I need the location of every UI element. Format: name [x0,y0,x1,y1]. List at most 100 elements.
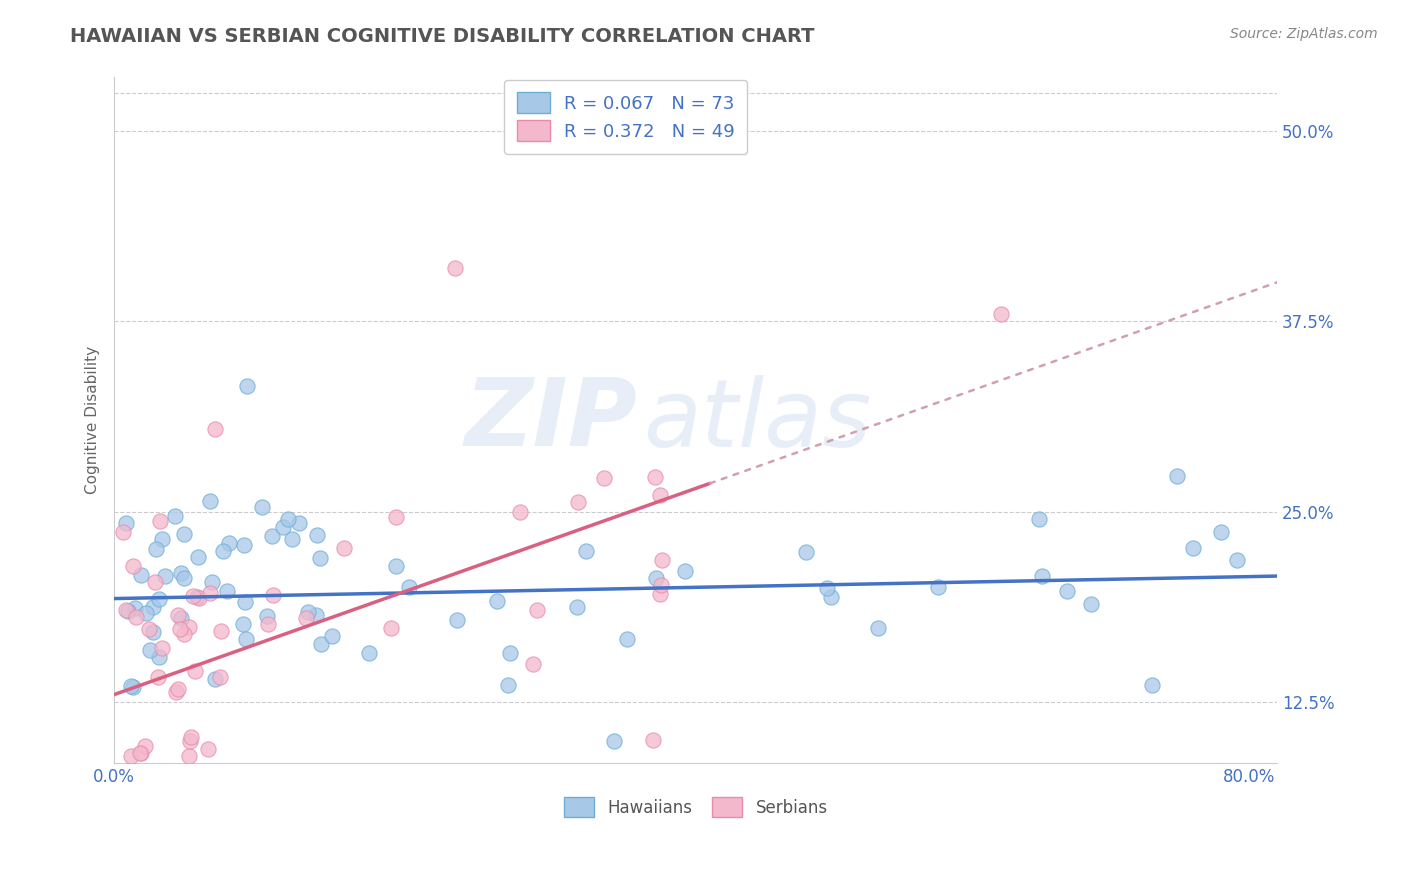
Point [644,469,666,483]
Point [142,625,165,640]
Point [177,748,200,763]
Point [180,731,202,745]
Point [232,616,254,631]
Point [446,613,468,627]
Point [120,679,142,693]
Point [218,536,240,550]
Point [927,580,949,594]
Point [257,616,280,631]
Point [297,605,319,619]
Point [820,590,842,604]
Point [177,620,200,634]
Point [170,566,193,580]
Point [644,571,666,585]
Point [443,260,465,275]
Point [567,495,589,509]
Point [166,682,188,697]
Point [1031,568,1053,582]
Point [333,541,356,556]
Point [208,670,231,684]
Point [150,532,173,546]
Point [138,622,160,636]
Point [650,488,672,502]
Point [398,580,420,594]
Text: HAWAIIAN VS SERBIAN COGNITIVE DISABILITY CORRELATION CHART: HAWAIIAN VS SERBIAN COGNITIVE DISABILITY… [70,27,815,45]
Point [565,599,588,614]
Text: atlas: atlas [644,375,872,466]
Point [183,589,205,603]
Point [163,508,186,523]
Point [250,500,273,515]
Point [117,604,139,618]
Legend: Hawaiians, Serbians: Hawaiians, Serbians [557,791,834,823]
Point [650,587,672,601]
Point [236,378,259,392]
Point [592,471,614,485]
Point [204,672,226,686]
Point [305,607,328,622]
Y-axis label: Cognitive Disability: Cognitive Disability [86,346,100,494]
Text: Source: ZipAtlas.com: Source: ZipAtlas.com [1230,27,1378,41]
Point [187,591,209,605]
Point [146,670,169,684]
Point [256,608,278,623]
Point [868,621,890,635]
Point [1056,583,1078,598]
Point [122,680,145,694]
Point [309,637,332,651]
Point [1209,525,1232,540]
Point [509,505,531,519]
Point [135,607,157,621]
Point [153,569,176,583]
Point [1140,678,1163,692]
Point [262,588,284,602]
Point [212,544,235,558]
Point [204,422,226,436]
Point [215,583,238,598]
Point [114,602,136,616]
Point [131,568,153,582]
Point [149,514,172,528]
Point [271,519,294,533]
Point [125,610,148,624]
Point [145,541,167,556]
Point [201,574,224,589]
Point [233,538,256,552]
Point [173,571,195,585]
Point [496,678,519,692]
Point [128,746,150,760]
Point [173,527,195,541]
Point [179,733,201,747]
Point [305,528,328,542]
Point [170,610,193,624]
Point [288,516,311,530]
Point [209,624,232,639]
Point [198,585,221,599]
Point [186,590,208,604]
Point [277,512,299,526]
Point [1080,597,1102,611]
Point [142,599,165,614]
Point [1226,553,1249,567]
Point [1166,468,1188,483]
Point [796,545,818,559]
Point [575,544,598,558]
Point [384,558,406,573]
Point [112,525,135,540]
Point [522,657,544,671]
Point [385,509,408,524]
Point [167,608,190,623]
Point [235,632,257,647]
Point [198,494,221,508]
Point [643,733,665,747]
Point [603,734,626,748]
Point [294,610,316,624]
Point [651,552,673,566]
Text: ZIP: ZIP [465,375,637,467]
Point [499,646,522,660]
Point [650,578,672,592]
Point [281,532,304,546]
Point [486,594,509,608]
Point [197,742,219,756]
Point [309,551,332,566]
